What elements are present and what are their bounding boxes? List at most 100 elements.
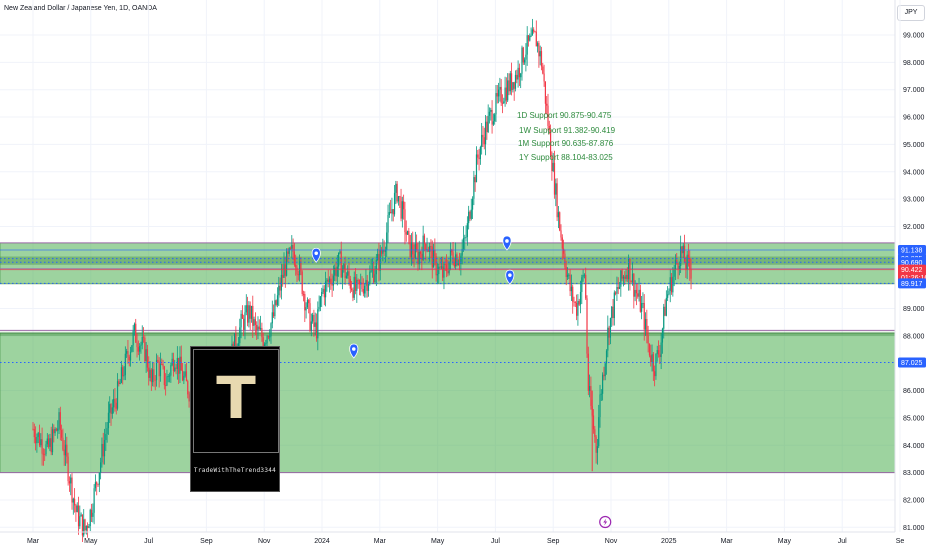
candle xyxy=(637,293,639,297)
candle xyxy=(249,305,251,319)
candle xyxy=(663,306,665,329)
candle xyxy=(608,327,610,338)
time-axis[interactable]: Mar May Jul Sep Nov 2024 Mar May Jul Sep Nov 2025 Ma… xyxy=(27,538,904,545)
candle xyxy=(150,369,152,383)
candle xyxy=(555,183,557,195)
candle xyxy=(557,212,560,218)
candle xyxy=(88,526,90,529)
candle xyxy=(299,261,301,276)
candle xyxy=(600,393,602,395)
candle xyxy=(440,266,442,268)
time-tick-label: Mar xyxy=(27,538,40,545)
candle xyxy=(291,245,293,249)
candle xyxy=(128,356,130,361)
map-pin-icon[interactable] xyxy=(502,235,512,251)
candle xyxy=(443,264,445,278)
candle xyxy=(300,261,302,272)
candle xyxy=(390,212,392,214)
markers[interactable] xyxy=(311,235,612,529)
candle xyxy=(423,235,426,244)
symbol-title[interactable]: New Zealand Dollar / Japanese Yen, 1D, O… xyxy=(4,5,157,12)
time-tick-label: Mar xyxy=(721,538,734,545)
candle xyxy=(110,404,112,414)
candle xyxy=(377,254,379,261)
candle xyxy=(113,398,115,408)
candle xyxy=(296,267,298,275)
candle xyxy=(274,300,276,317)
candle xyxy=(685,262,687,270)
candle xyxy=(71,477,73,503)
candle xyxy=(314,322,316,327)
candle xyxy=(659,354,661,358)
candle xyxy=(572,286,574,302)
candle xyxy=(644,319,647,330)
candle xyxy=(670,277,673,293)
candle xyxy=(263,344,266,347)
candle xyxy=(570,286,573,292)
candle xyxy=(647,335,649,344)
candle xyxy=(139,346,141,352)
time-tick-label: Nov xyxy=(605,538,618,545)
candle xyxy=(115,402,117,409)
candle xyxy=(135,323,137,343)
map-pin-icon[interactable] xyxy=(311,247,321,263)
candle xyxy=(526,35,528,55)
candle xyxy=(505,87,507,101)
candle xyxy=(37,432,39,437)
candle xyxy=(672,276,674,293)
candle xyxy=(468,211,470,224)
candle xyxy=(159,363,162,377)
support-zone xyxy=(0,332,896,473)
candle xyxy=(148,367,150,378)
candle xyxy=(331,283,333,286)
candle xyxy=(566,274,569,277)
candle xyxy=(680,246,682,266)
candle xyxy=(621,270,623,279)
candle xyxy=(105,434,107,441)
candle xyxy=(425,243,427,251)
candle xyxy=(461,248,463,256)
candle xyxy=(552,162,554,172)
price-tick-label: 99.000 xyxy=(903,33,925,40)
candle xyxy=(157,359,159,362)
candle xyxy=(187,381,189,395)
candle xyxy=(97,484,99,486)
candle xyxy=(661,328,664,343)
candle xyxy=(369,271,371,284)
candle xyxy=(546,103,548,106)
candle xyxy=(391,209,393,214)
time-tick-label: May xyxy=(431,538,445,545)
map-pin-icon[interactable] xyxy=(349,343,359,359)
candle xyxy=(624,276,626,279)
time-tick-label: 2024 xyxy=(314,538,330,545)
candle xyxy=(276,295,279,305)
candle xyxy=(471,198,474,210)
map-pin-icon[interactable] xyxy=(505,269,515,285)
candle xyxy=(448,261,450,274)
candle xyxy=(109,404,111,413)
candle xyxy=(293,251,296,265)
candle xyxy=(530,35,532,37)
currency-button[interactable]: JPY xyxy=(897,5,925,21)
candle xyxy=(479,146,481,160)
logo-letter: T xyxy=(216,364,256,432)
candle xyxy=(84,519,86,531)
candle xyxy=(667,294,669,298)
candle xyxy=(330,278,332,284)
candle xyxy=(474,177,476,183)
candle xyxy=(527,35,530,41)
candle xyxy=(470,209,472,219)
candle xyxy=(520,73,522,78)
candle xyxy=(668,290,670,295)
candle xyxy=(132,330,134,346)
candle xyxy=(256,324,258,330)
candle xyxy=(357,279,359,281)
candle xyxy=(611,306,613,319)
price-axis[interactable]: 99.000 98.000 97.000 96.000 95.000 94.000 93.0… xyxy=(903,33,925,532)
candle xyxy=(280,274,282,291)
candle xyxy=(257,326,259,330)
candle xyxy=(650,355,652,362)
price-tick-label: 92.000 xyxy=(903,224,925,231)
candle xyxy=(559,212,561,231)
